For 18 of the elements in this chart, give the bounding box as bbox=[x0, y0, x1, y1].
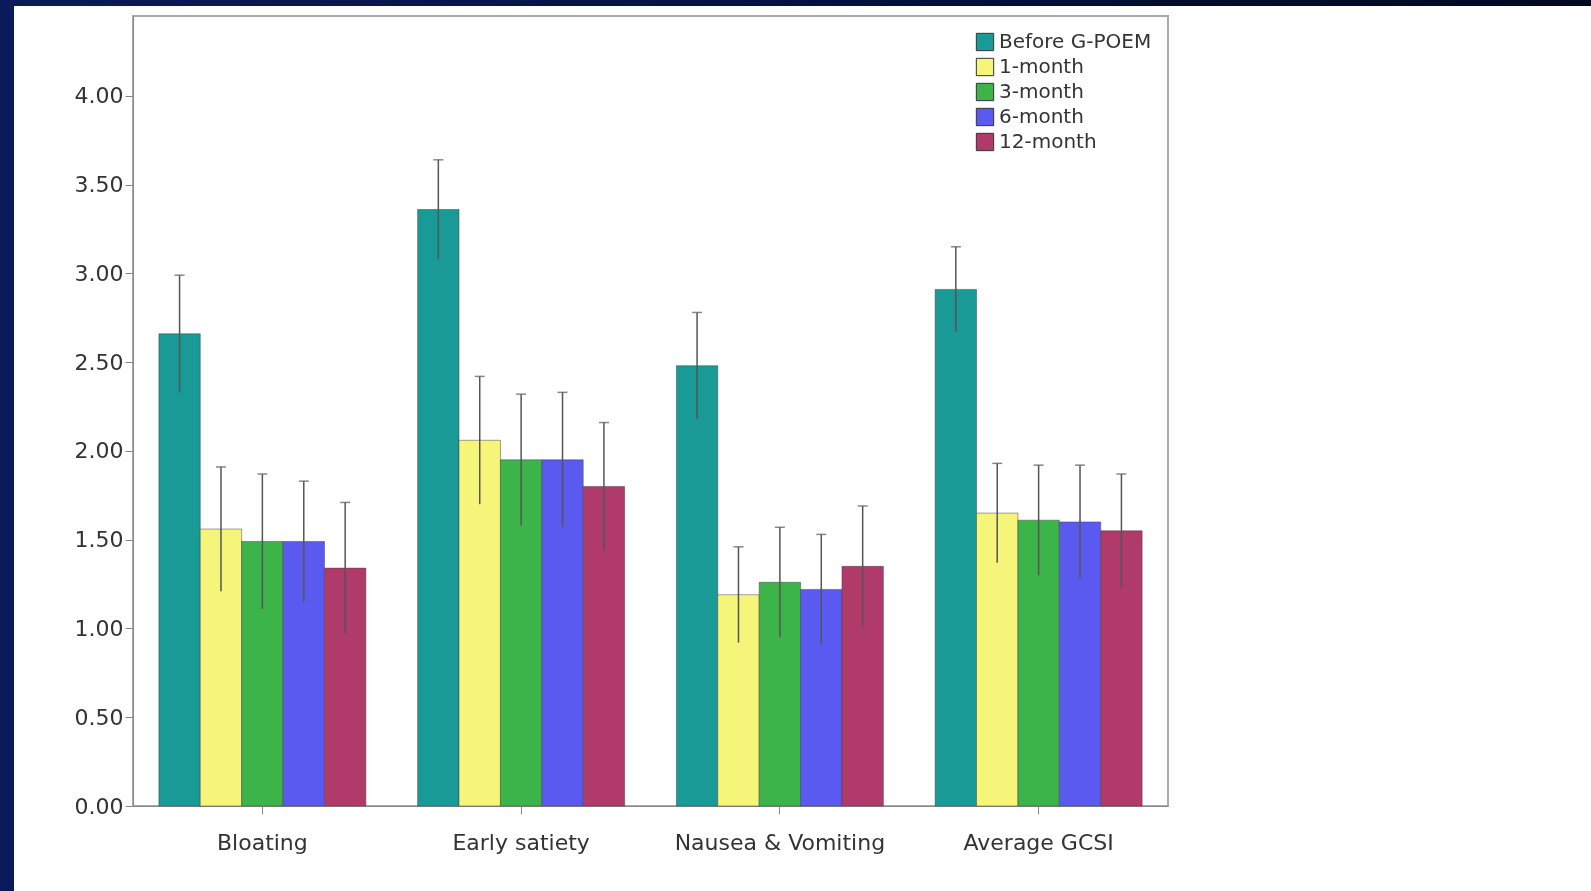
y-tick-label: 2.50 bbox=[74, 349, 124, 375]
legend-label: 12-month bbox=[999, 129, 1097, 153]
x-tick-label: Nausea & Vomiting bbox=[674, 829, 886, 855]
y-tick-label: 1.00 bbox=[74, 615, 124, 641]
x-tick-label: Early satiety bbox=[452, 829, 590, 855]
y-tick-label: 3.00 bbox=[74, 260, 124, 286]
legend-label: 3-month bbox=[999, 79, 1084, 103]
y-tick-label: 0.00 bbox=[74, 793, 124, 819]
legend-label: 6-month bbox=[999, 104, 1084, 128]
x-tick-label: Average GCSI bbox=[963, 829, 1114, 855]
y-tick-label: 2.00 bbox=[74, 438, 124, 464]
y-tick-label: 4.00 bbox=[74, 83, 124, 109]
legend-label: Before G-POEM bbox=[999, 29, 1152, 53]
y-tick-label: 0.50 bbox=[74, 704, 124, 730]
legend-label: 1-month bbox=[999, 54, 1084, 78]
y-tick-label: 3.50 bbox=[74, 172, 124, 198]
x-tick-label: Bloating bbox=[216, 829, 308, 855]
y-tick-label: 1.50 bbox=[74, 527, 124, 553]
